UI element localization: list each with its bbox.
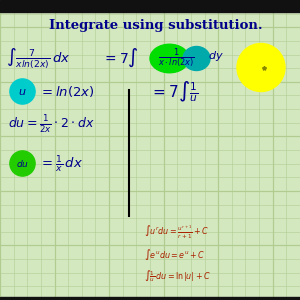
Text: $\int u^r du = \frac{u^{r+1}}{r+1} + C$: $\int u^r du = \frac{u^{r+1}}{r+1} + C$ <box>144 224 209 241</box>
Text: $\frac{1}{x\cdot\mathit{ln}(2x)}$: $\frac{1}{x\cdot\mathit{ln}(2x)}$ <box>158 46 194 70</box>
Circle shape <box>237 44 285 92</box>
Text: $\int \frac{7}{x\mathit{ln}(2x)}\,dx$: $\int \frac{7}{x\mathit{ln}(2x)}\,dx$ <box>6 46 70 71</box>
Text: $dy$: $dy$ <box>208 49 224 63</box>
Text: $= \frac{1}{x}\,dx$: $= \frac{1}{x}\,dx$ <box>39 153 83 174</box>
Text: $= \mathit{ln}(2x)$: $= \mathit{ln}(2x)$ <box>39 84 95 99</box>
Bar <box>0 297 300 300</box>
Circle shape <box>10 151 35 176</box>
Ellipse shape <box>150 44 189 73</box>
Text: Integrate using substitution.: Integrate using substitution. <box>49 20 263 32</box>
Text: $\mathit{u}$: $\mathit{u}$ <box>18 86 27 97</box>
Circle shape <box>10 79 35 104</box>
Text: $\int \frac{1}{u}\,du = \ln|u| + C$: $\int \frac{1}{u}\,du = \ln|u| + C$ <box>144 268 211 284</box>
Text: $\mathit{du} = \frac{1}{2x}\cdot 2\cdot dx$: $\mathit{du} = \frac{1}{2x}\cdot 2\cdot … <box>8 113 94 136</box>
Text: $= 7\int \frac{1}{u}$: $= 7\int \frac{1}{u}$ <box>150 80 198 103</box>
Text: $\mathit{du}$: $\mathit{du}$ <box>16 158 29 169</box>
Ellipse shape <box>183 46 210 70</box>
Bar <box>0 0 300 12</box>
Text: $= 7\int$: $= 7\int$ <box>102 46 139 69</box>
Text: $\int e^u du = e^u + C$: $\int e^u du = e^u + C$ <box>144 248 206 262</box>
